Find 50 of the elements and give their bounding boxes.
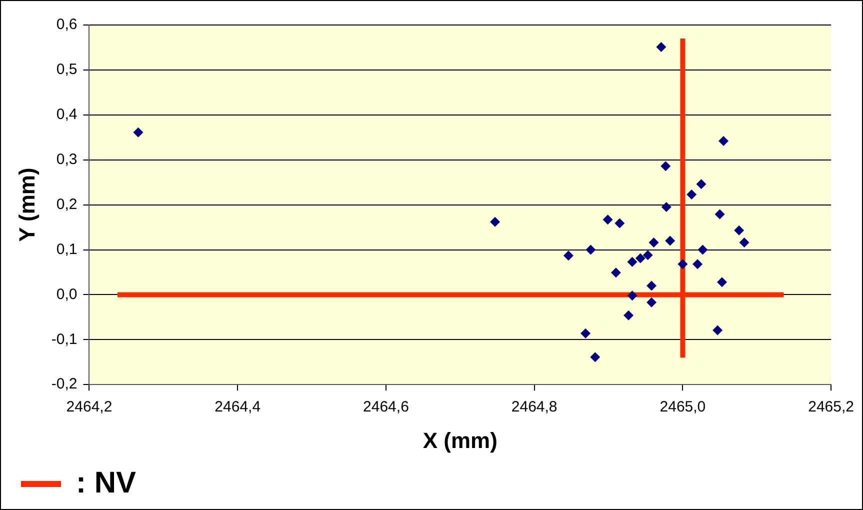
x-tick-label: 2464,4 [214,398,261,416]
point [714,209,725,220]
point [627,256,638,267]
y-tick-label: 0,4 [56,106,78,124]
point [590,352,600,362]
point [635,253,646,264]
point [614,218,625,228]
y-tick-label: -0,2 [51,376,78,393]
y-tick-label: 0,6 [56,16,78,34]
point [610,268,621,278]
point [627,290,638,301]
x-tick-label: 2464,8 [511,398,558,416]
point [656,42,666,52]
point [646,280,657,291]
legend-label: : NV [76,466,136,500]
y-tick-label: 0,1 [56,240,78,258]
point [602,214,613,225]
point [490,216,500,227]
point [718,136,728,146]
point [692,259,703,270]
y-tick-label: 0,5 [56,61,78,78]
point [660,161,671,172]
point [734,225,744,236]
y-tick-label: 0,2 [56,196,78,213]
x-tick-label: 2464,6 [363,398,409,416]
y-tick-label: 0,0 [56,286,78,303]
x-tick-label: 2465,2 [808,398,854,416]
point [698,244,708,255]
point [739,238,750,248]
y-axis-title: Y (mm) [14,168,40,242]
point [712,325,723,336]
point [665,236,676,246]
point [678,259,688,270]
point [686,189,697,200]
point [586,244,596,255]
x-axis-title: X (mm) [422,428,498,453]
point [580,328,591,338]
point [624,310,634,320]
x-tick-label: 2464,2 [66,398,112,416]
point [133,127,144,138]
y-tick-label: -0,1 [51,330,78,348]
point [563,250,574,261]
point [646,297,657,308]
point [661,202,672,212]
y-tick-label: 0,3 [56,150,78,168]
point [648,238,659,248]
x-tick-label: 2465,0 [660,398,706,416]
point [642,250,653,260]
point [696,179,706,190]
point [717,277,728,288]
